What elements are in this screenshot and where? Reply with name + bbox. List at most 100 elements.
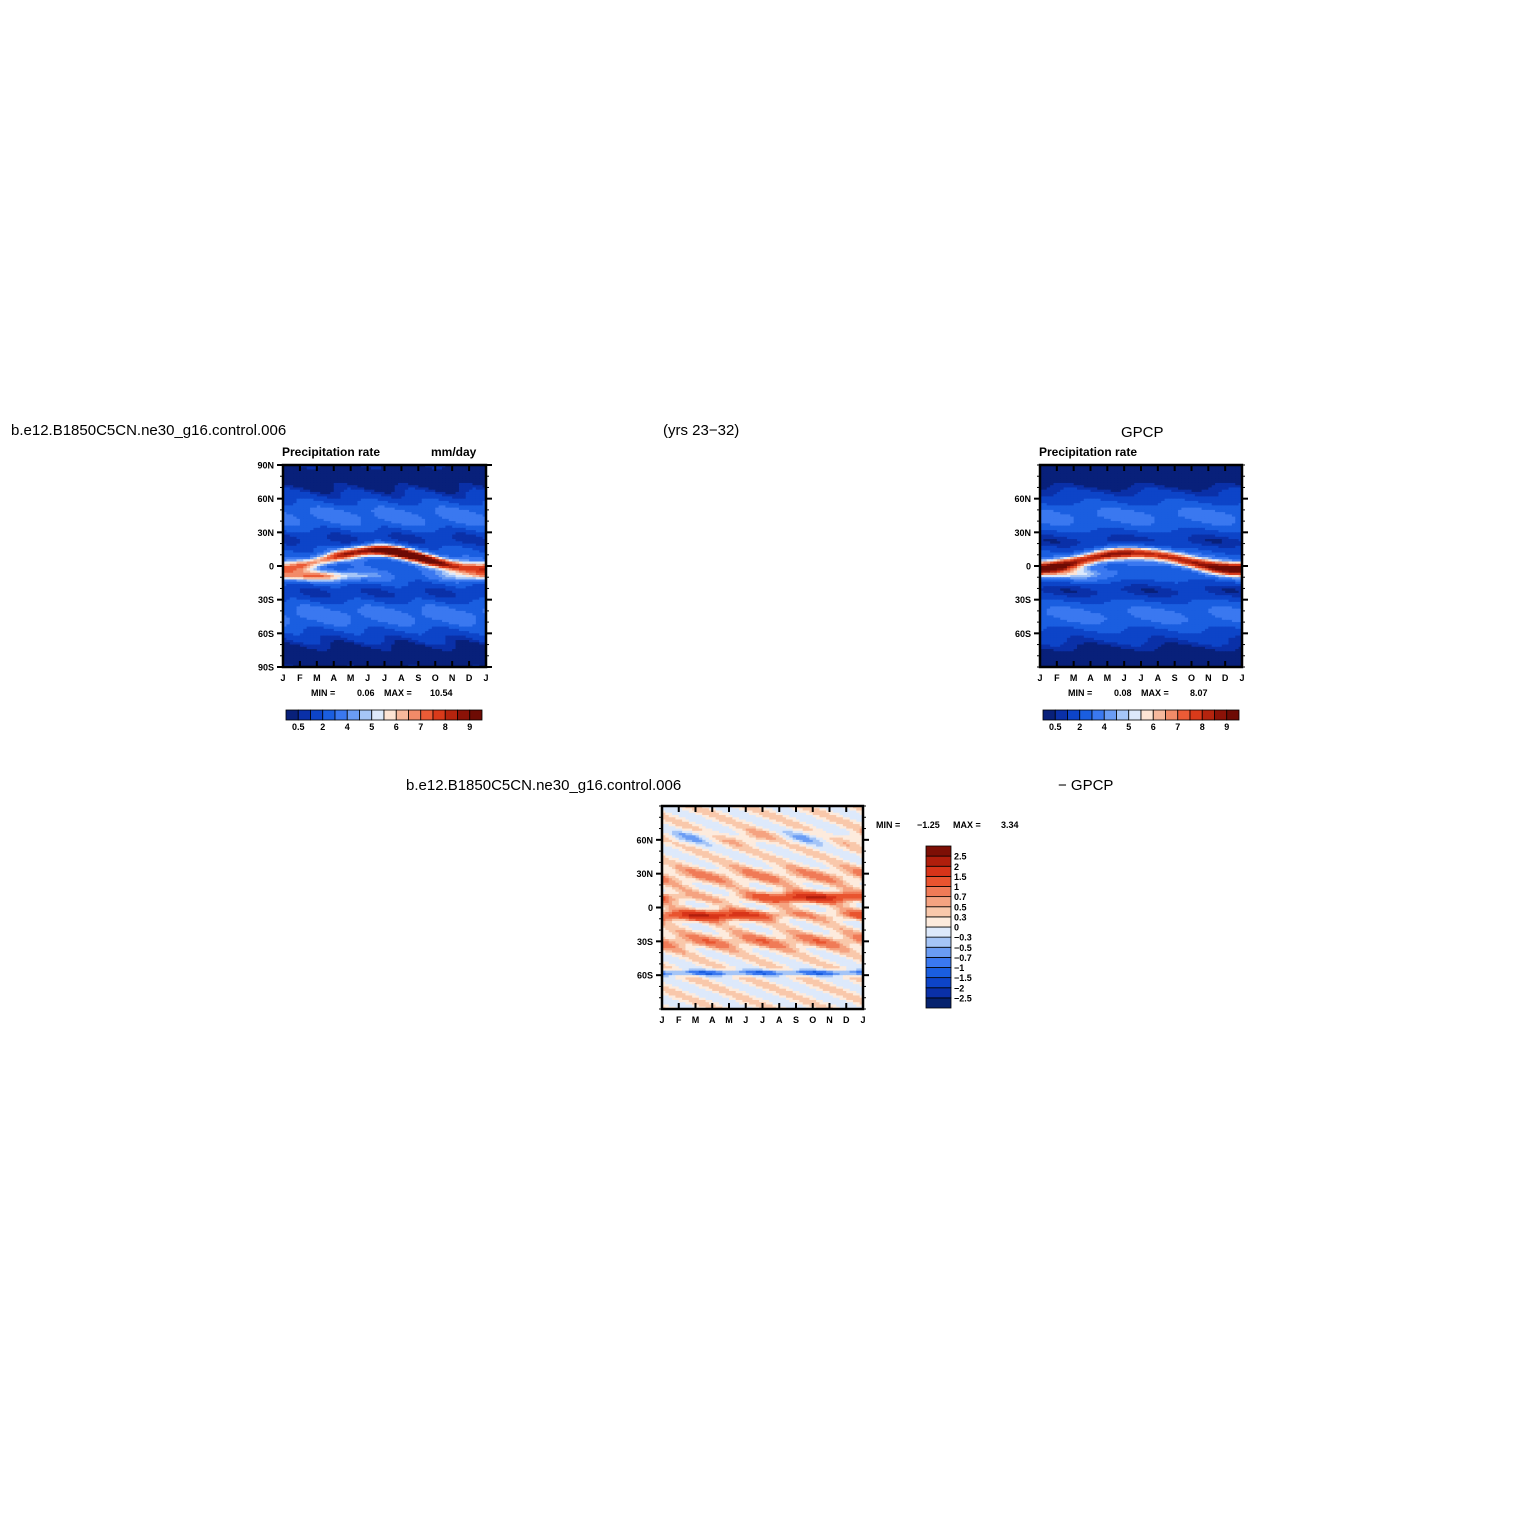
model-cell bbox=[435, 527, 440, 531]
model-cell bbox=[343, 485, 348, 489]
model-cell bbox=[316, 530, 321, 533]
model-cell bbox=[337, 473, 342, 477]
model-cell bbox=[479, 496, 484, 500]
model-cell bbox=[283, 543, 287, 547]
model-cell bbox=[398, 516, 403, 520]
model-cell bbox=[374, 478, 379, 482]
model-cell bbox=[455, 491, 460, 495]
model-cell bbox=[340, 478, 345, 482]
model-cell bbox=[310, 491, 315, 495]
model-cell bbox=[289, 543, 294, 547]
model-cell bbox=[326, 516, 331, 520]
model-cell bbox=[394, 478, 399, 482]
model-cell bbox=[401, 525, 406, 529]
model-cell bbox=[360, 530, 365, 533]
model-cell bbox=[333, 516, 338, 520]
model-cell bbox=[448, 534, 453, 538]
model-cell bbox=[350, 476, 355, 480]
model-cell bbox=[421, 539, 426, 542]
model-cell bbox=[303, 512, 308, 515]
model-cell bbox=[370, 521, 375, 524]
model-cell bbox=[442, 545, 446, 549]
model-cell bbox=[286, 545, 291, 549]
model-cell bbox=[482, 512, 487, 515]
model-cell bbox=[367, 491, 372, 495]
model-cell bbox=[469, 465, 474, 468]
model-cell bbox=[408, 487, 413, 491]
model-cell bbox=[320, 534, 325, 538]
model-cell bbox=[438, 548, 443, 551]
model-cell bbox=[479, 471, 484, 475]
model-cell bbox=[286, 543, 291, 547]
model-cell bbox=[411, 514, 416, 518]
model-cell bbox=[357, 518, 362, 522]
model-cell bbox=[398, 530, 403, 533]
model-cell bbox=[404, 487, 409, 491]
model-cell bbox=[421, 500, 426, 504]
model-cell bbox=[303, 516, 308, 520]
model-cell bbox=[296, 503, 301, 506]
model-cell bbox=[391, 507, 396, 511]
model-cell bbox=[435, 532, 440, 536]
model-cell bbox=[286, 467, 291, 471]
model-cell bbox=[465, 467, 470, 471]
model-cell bbox=[306, 523, 311, 527]
model-cell bbox=[448, 505, 453, 509]
model-cell bbox=[343, 471, 348, 475]
model-cell bbox=[367, 536, 372, 540]
model-cell bbox=[462, 482, 467, 486]
model-cell bbox=[360, 491, 365, 495]
model-cell bbox=[306, 491, 311, 495]
model-cell bbox=[462, 525, 467, 529]
model-cell bbox=[306, 494, 311, 498]
model-cell bbox=[387, 514, 392, 518]
model-cell bbox=[384, 527, 389, 531]
model-cell bbox=[313, 471, 318, 475]
model-cell bbox=[381, 514, 386, 518]
model-cell bbox=[458, 523, 463, 527]
model-cell bbox=[303, 469, 308, 473]
model-cell bbox=[408, 548, 413, 551]
model-cell bbox=[347, 530, 352, 533]
model-cell bbox=[330, 469, 335, 473]
model-cell bbox=[310, 543, 315, 547]
model-cell bbox=[384, 503, 389, 506]
model-cell bbox=[384, 512, 389, 515]
model-cell bbox=[320, 548, 325, 551]
model-cell bbox=[357, 487, 362, 491]
model-cell bbox=[455, 478, 460, 482]
model-cell bbox=[387, 545, 392, 549]
model-cell bbox=[418, 465, 423, 468]
model-cell bbox=[320, 532, 325, 536]
model-cell bbox=[448, 478, 453, 482]
model-cell bbox=[462, 489, 467, 493]
model-cell bbox=[431, 505, 436, 509]
model-cell bbox=[306, 525, 311, 529]
model-cell bbox=[455, 527, 460, 531]
model-cell bbox=[343, 487, 348, 491]
model-cell bbox=[425, 536, 430, 540]
model-cell bbox=[448, 489, 453, 493]
model-cell bbox=[462, 530, 467, 533]
model-cell bbox=[293, 491, 298, 495]
model-cell bbox=[482, 494, 487, 498]
model-cell bbox=[387, 496, 392, 500]
model-cell bbox=[408, 507, 413, 511]
model-cell bbox=[289, 467, 294, 471]
model-cell bbox=[411, 496, 416, 500]
model-cell bbox=[320, 467, 325, 471]
model-cell bbox=[357, 521, 362, 524]
model-cell bbox=[411, 473, 416, 477]
model-cell bbox=[337, 507, 342, 511]
model-cell bbox=[458, 545, 463, 549]
model-cell bbox=[418, 516, 423, 520]
model-cell bbox=[299, 545, 304, 549]
model-cell bbox=[293, 478, 298, 482]
model-cell bbox=[370, 518, 375, 522]
model-cell bbox=[469, 518, 474, 522]
model-cell bbox=[293, 514, 298, 518]
model-cell bbox=[411, 487, 416, 491]
model-cell bbox=[299, 471, 304, 475]
model-cell bbox=[404, 548, 409, 551]
